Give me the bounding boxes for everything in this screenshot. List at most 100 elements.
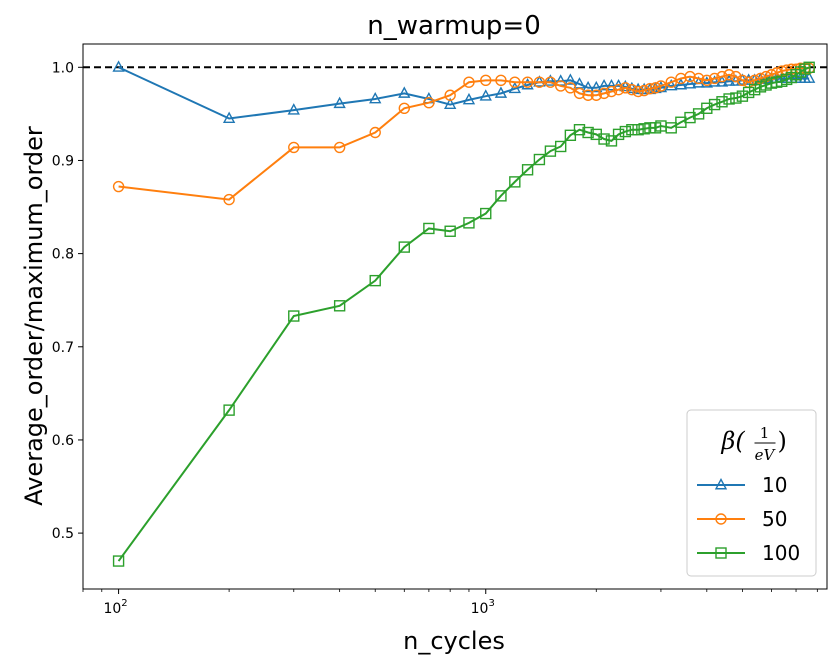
data-point-100 bbox=[638, 123, 650, 135]
y-tick-label: 0.6 bbox=[52, 433, 74, 449]
legend-title-denominator: eV bbox=[755, 446, 777, 464]
data-point-50 bbox=[398, 102, 410, 114]
data-point-50 bbox=[692, 72, 705, 85]
x-tick-label: 103 bbox=[471, 598, 495, 617]
data-point-10 bbox=[462, 92, 476, 105]
data-point-50 bbox=[369, 126, 381, 139]
data-point-100 bbox=[598, 133, 610, 145]
data-point-100 bbox=[398, 241, 410, 253]
data-point-100 bbox=[803, 61, 815, 73]
data-point-100 bbox=[730, 92, 742, 104]
data-point-50 bbox=[632, 85, 644, 98]
legend-label-10: 10 bbox=[762, 473, 787, 497]
data-point-10 bbox=[742, 73, 755, 85]
data-point-50 bbox=[564, 82, 577, 94]
legend-entry-10: 10 bbox=[697, 473, 787, 497]
data-point-50 bbox=[444, 89, 456, 101]
data-point-100 bbox=[495, 190, 507, 202]
data-point-10 bbox=[443, 97, 457, 110]
data-point-10 bbox=[683, 77, 697, 89]
legend-title-symbol: β( bbox=[721, 427, 746, 455]
legend-marker-10 bbox=[714, 478, 728, 490]
data-point-50 bbox=[605, 85, 618, 98]
data-point-10 bbox=[494, 86, 508, 98]
legend-entry-100: 100 bbox=[697, 541, 800, 565]
x-tick-label: 102 bbox=[103, 598, 127, 617]
data-point-10 bbox=[581, 80, 595, 93]
series-line-50 bbox=[118, 67, 810, 201]
legend-label-50: 50 bbox=[762, 507, 787, 531]
data-point-100 bbox=[742, 86, 755, 99]
data-point-100 bbox=[112, 555, 125, 567]
data-point-10 bbox=[369, 91, 382, 104]
data-point-10 bbox=[802, 71, 816, 83]
data-point-50 bbox=[716, 70, 728, 83]
data-point-10 bbox=[590, 80, 603, 93]
data-point-100 bbox=[288, 310, 300, 322]
data-point-50 bbox=[684, 70, 696, 83]
data-point-10 bbox=[722, 74, 736, 86]
data-point-10 bbox=[674, 78, 688, 90]
data-point-100 bbox=[736, 90, 749, 102]
legend-entry-50: 50 bbox=[697, 507, 787, 531]
data-point-50 bbox=[590, 89, 602, 101]
data-point-100 bbox=[684, 111, 696, 124]
chart-title: n_warmup=0 bbox=[367, 11, 541, 41]
y-axis-label: Average_order/maximum_order bbox=[20, 126, 48, 506]
data-point-100 bbox=[533, 153, 546, 166]
data-point-100 bbox=[444, 225, 456, 237]
data-point-100 bbox=[612, 128, 625, 141]
data-point-50 bbox=[708, 72, 721, 85]
data-point-50 bbox=[655, 80, 667, 92]
data-point-50 bbox=[480, 74, 492, 87]
data-point-100 bbox=[708, 98, 721, 111]
data-point-10 bbox=[222, 111, 236, 123]
data-point-100 bbox=[521, 164, 534, 176]
plot-frame bbox=[82, 43, 828, 590]
data-point-100 bbox=[799, 63, 811, 75]
data-point-50 bbox=[644, 83, 656, 95]
data-point-50 bbox=[223, 193, 235, 206]
data-point-10 bbox=[597, 78, 611, 91]
data-point-100 bbox=[605, 135, 618, 147]
y-tick-label: 1.0 bbox=[52, 60, 74, 76]
data-point-50 bbox=[626, 83, 638, 96]
data-point-100 bbox=[573, 124, 586, 136]
data-point-50 bbox=[612, 83, 625, 96]
data-point-50 bbox=[544, 76, 557, 88]
data-point-50 bbox=[736, 74, 749, 87]
data-point-10 bbox=[544, 74, 557, 86]
data-point-100 bbox=[369, 274, 381, 287]
x-axis-label: n_cycles bbox=[403, 627, 505, 655]
data-point-100 bbox=[223, 404, 235, 416]
data-point-100 bbox=[716, 96, 728, 108]
legend-marker-100 bbox=[715, 547, 727, 559]
plot-area: 0.5 0.6 0.7 0.8 0.9 1.0 102 103 bbox=[52, 43, 828, 617]
data-point-50 bbox=[521, 76, 534, 88]
data-point-50 bbox=[723, 69, 735, 81]
y-tick-label: 0.5 bbox=[52, 526, 74, 542]
legend-title-close: ) bbox=[778, 427, 787, 455]
data-point-100 bbox=[509, 176, 521, 188]
data-point-50 bbox=[665, 76, 677, 88]
data-point-50 bbox=[288, 141, 300, 154]
data-point-10 bbox=[564, 73, 577, 85]
data-point-50 bbox=[638, 84, 650, 97]
data-point-10 bbox=[665, 78, 678, 91]
y-tick-label: 0.7 bbox=[52, 340, 74, 356]
legend: β(1 eV) 10 50 100 bbox=[686, 409, 817, 577]
legend-marker-50 bbox=[715, 513, 727, 525]
data-point-10 bbox=[287, 103, 300, 115]
data-point-50 bbox=[598, 87, 610, 100]
data-point-10 bbox=[605, 78, 618, 91]
data-point-50 bbox=[509, 76, 521, 88]
data-point-50 bbox=[619, 82, 632, 94]
data-point-50 bbox=[533, 76, 546, 88]
data-point-10 bbox=[631, 82, 645, 95]
data-point-100 bbox=[748, 83, 761, 96]
data-point-100 bbox=[582, 126, 594, 139]
data-point-10 bbox=[479, 89, 492, 101]
data-point-100 bbox=[632, 124, 644, 136]
data-point-10 bbox=[398, 86, 411, 98]
